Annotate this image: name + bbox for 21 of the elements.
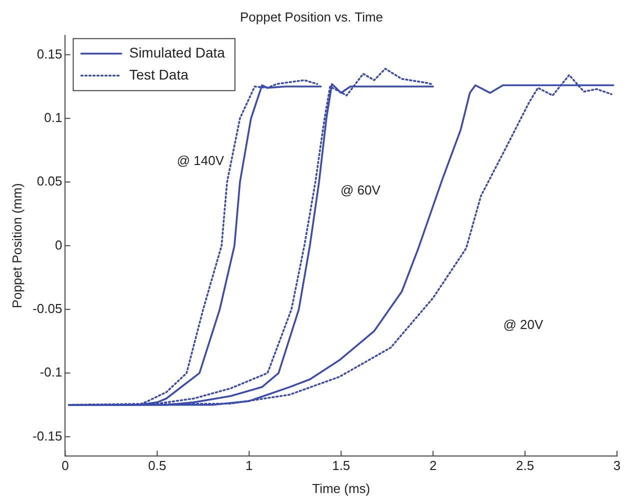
y-axis-title: Poppet Position (mm) xyxy=(9,183,24,308)
x-tick-label: 2 xyxy=(429,458,437,474)
x-axis-title: Time (ms) xyxy=(312,480,370,496)
x-tick-label: 3 xyxy=(613,458,621,474)
y-tick-label: 0 xyxy=(54,237,62,252)
annotation: @ 60V xyxy=(340,182,381,198)
y-tick-label: 0.05 xyxy=(36,174,62,189)
y-tick-label: 0.1 xyxy=(44,110,62,125)
chart-title: Poppet Position vs. Time xyxy=(240,9,384,24)
x-tick-label: 1.5 xyxy=(332,458,350,474)
legend-label: Simulated Data xyxy=(129,44,226,60)
annotation: @ 20V xyxy=(503,317,544,332)
x-tick-label: 2.5 xyxy=(516,458,534,474)
y-tick-label: 0.15 xyxy=(36,46,62,62)
x-tick-label: 0.5 xyxy=(148,458,166,474)
y-tick-label: -0.15 xyxy=(32,428,62,444)
annotation: @ 140V xyxy=(176,153,224,168)
x-tick-label: 1 xyxy=(246,458,253,474)
y-tick-label: -0.1 xyxy=(40,364,62,380)
legend-label: Test Data xyxy=(129,66,189,82)
y-tick-label: -0.05 xyxy=(32,300,62,316)
